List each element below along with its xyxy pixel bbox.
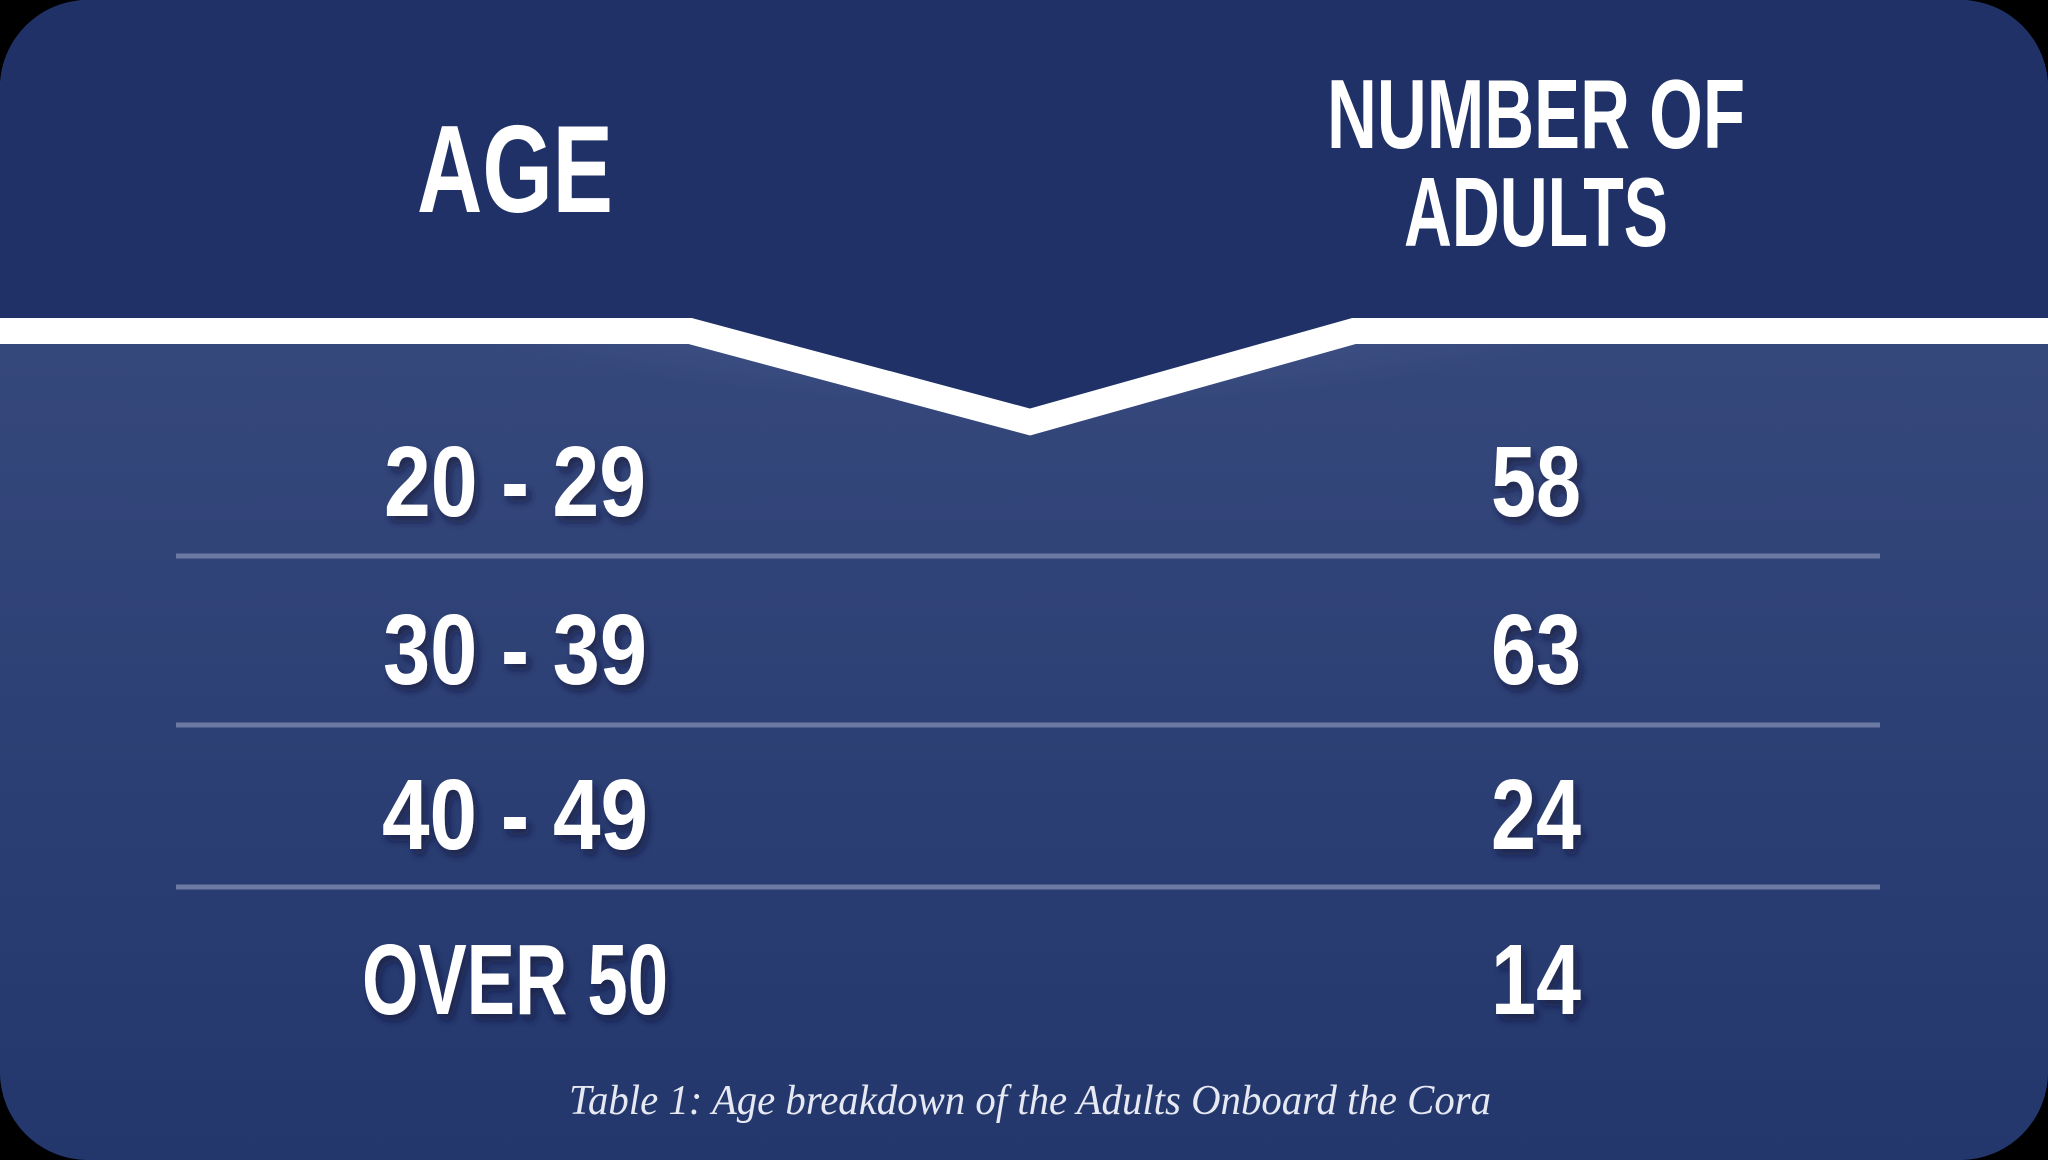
count-cell: 58 xyxy=(1491,426,1581,538)
age-cell: OVER 50 xyxy=(362,924,668,1036)
age-cell: 20 - 29 xyxy=(384,426,646,538)
header-divider-line xyxy=(0,318,2048,436)
age-cell: 40 - 49 xyxy=(382,759,648,871)
column-header-age: AGE xyxy=(417,101,613,239)
table-caption: Table 1: Age breakdown of the Adults Onb… xyxy=(569,1078,1491,1124)
count-cell: 63 xyxy=(1491,594,1581,706)
column-header-number-line-2: ADULTS xyxy=(1404,157,1668,267)
count-cell: 14 xyxy=(1491,924,1581,1036)
header-band xyxy=(0,0,2048,422)
column-header-number-line-1: NUMBER OF xyxy=(1327,59,1745,169)
count-cell: 24 xyxy=(1491,759,1581,871)
age-cell: 30 - 39 xyxy=(383,594,647,706)
